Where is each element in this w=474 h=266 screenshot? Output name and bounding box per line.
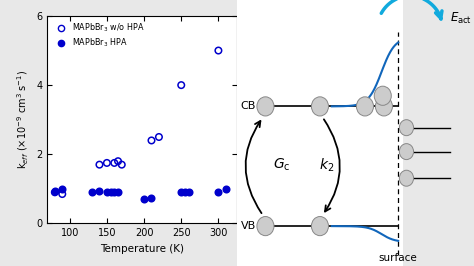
Point [215, 190, 222, 194]
Point [177, 190, 185, 194]
Text: VB: VB [241, 221, 256, 231]
Legend: MAPbBr$_3$ w/o HPA, MAPbBr$_3$ HPA: MAPbBr$_3$ w/o HPA, MAPbBr$_3$ HPA [51, 20, 146, 51]
Point [222, 187, 229, 191]
Text: $k_2$: $k_2$ [319, 156, 335, 174]
Point [51, 188, 59, 193]
Point [96, 188, 103, 193]
Point [155, 135, 163, 139]
Point [114, 190, 122, 194]
Point [177, 83, 185, 87]
Point [51, 190, 59, 194]
Point [185, 190, 192, 194]
Circle shape [399, 120, 413, 136]
Y-axis label: k$_{eff}$ (×10$^{-9}$ cm$^3$ s$^{-1}$): k$_{eff}$ (×10$^{-9}$ cm$^3$ s$^{-1}$) [15, 70, 31, 169]
Point [118, 163, 126, 167]
Circle shape [374, 86, 391, 105]
Circle shape [257, 217, 274, 236]
Circle shape [311, 217, 328, 236]
Text: CB: CB [241, 101, 256, 111]
Circle shape [257, 97, 274, 116]
Circle shape [356, 97, 374, 116]
Text: surface: surface [379, 253, 418, 263]
Circle shape [399, 144, 413, 160]
Point [103, 161, 110, 165]
X-axis label: Temperature (K): Temperature (K) [100, 244, 184, 254]
Point [148, 195, 155, 200]
Point [215, 48, 222, 53]
Point [140, 197, 148, 201]
Point [103, 190, 110, 194]
Point [107, 190, 114, 194]
Point [181, 190, 189, 194]
Circle shape [311, 97, 328, 116]
FancyBboxPatch shape [237, 0, 403, 266]
Point [58, 187, 66, 191]
Circle shape [399, 170, 413, 186]
Point [110, 161, 118, 165]
Text: $G_{\mathrm{c}}$: $G_{\mathrm{c}}$ [273, 157, 291, 173]
Point [58, 192, 66, 196]
Point [148, 138, 155, 143]
Point [110, 190, 118, 194]
Point [88, 190, 96, 194]
Point [114, 159, 122, 163]
Text: $E_{\mathrm{act}}$: $E_{\mathrm{act}}$ [450, 11, 473, 26]
Point [96, 163, 103, 167]
Circle shape [375, 97, 392, 116]
